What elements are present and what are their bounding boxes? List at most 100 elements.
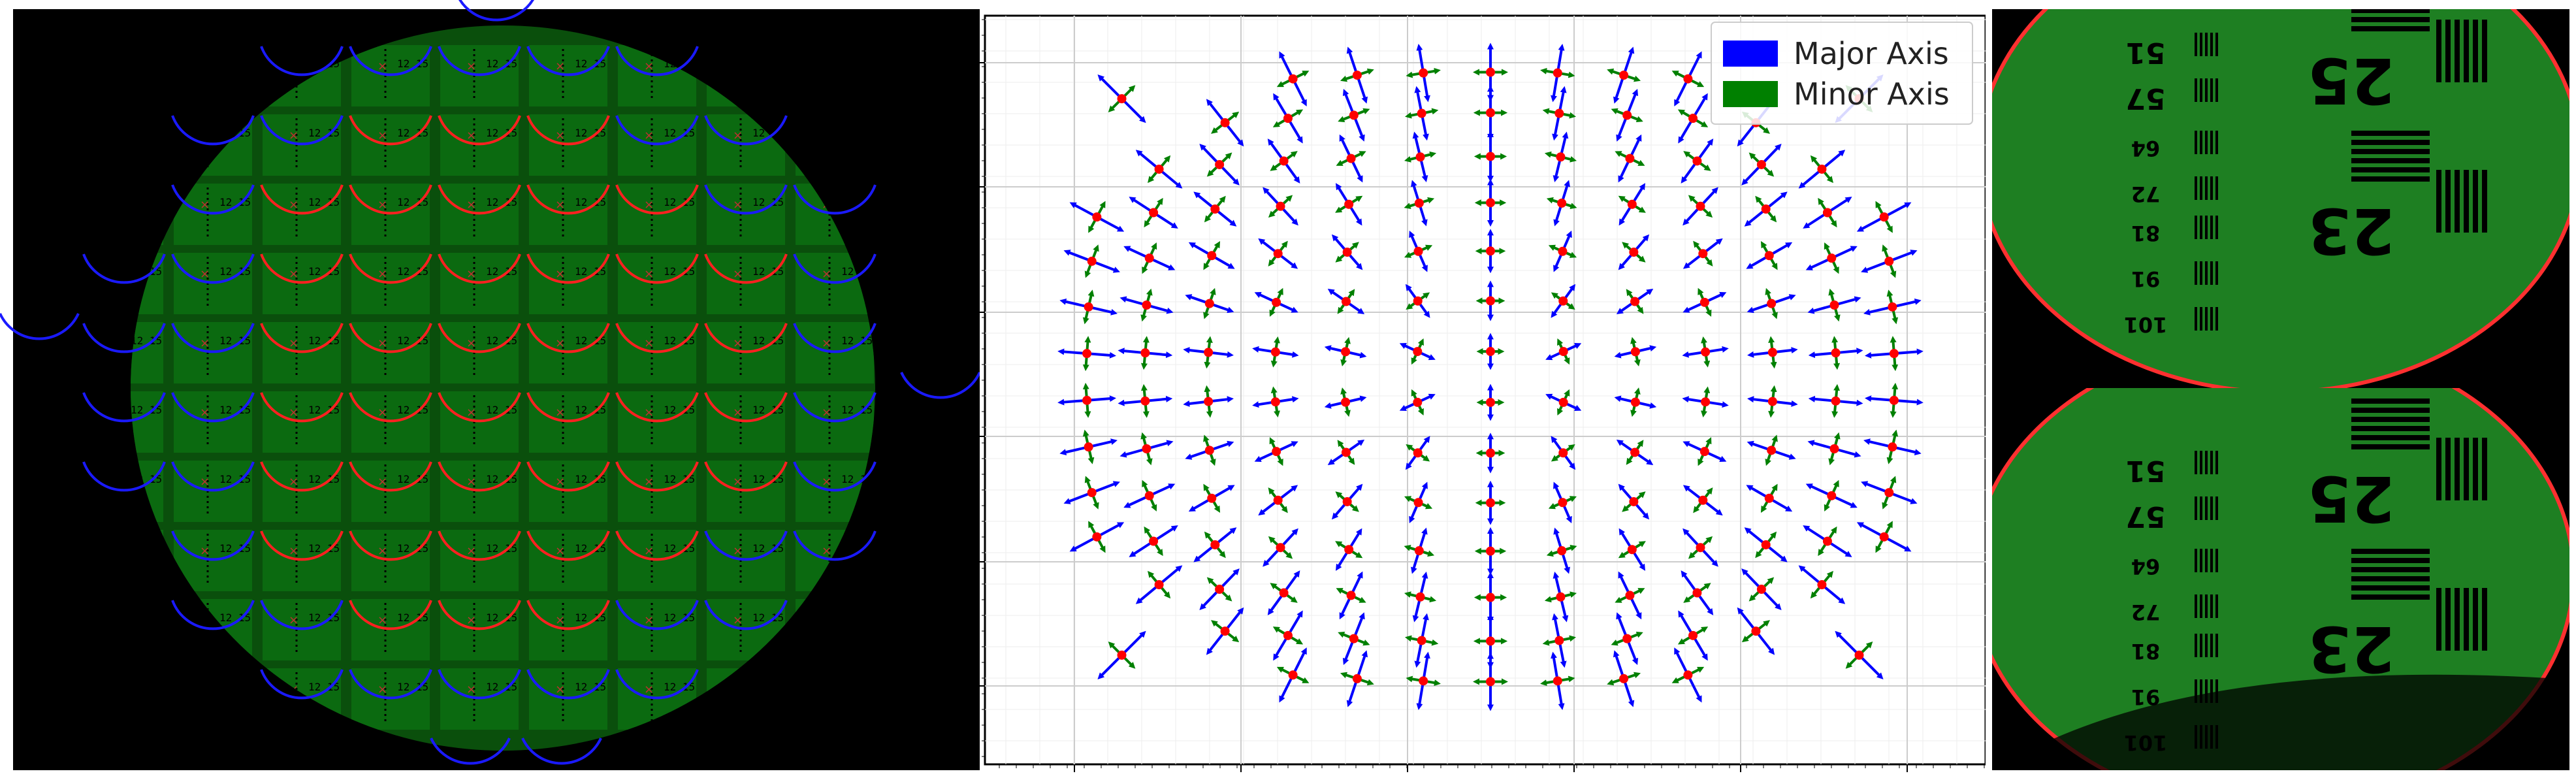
target-bars [2351,549,2430,554]
quiver-glyph [1193,191,1237,227]
cell-label: 12 15 [575,196,606,208]
center-point [1630,447,1640,457]
quiver-glyph [1807,432,1861,466]
target-bars [2445,20,2451,82]
outer-arc [793,530,877,561]
major-axis-arrow [1883,202,1912,218]
quiver-glyph [1399,389,1436,415]
inner-arc [260,392,344,423]
target-bars-small [2195,496,2197,520]
quiver-glyph [1258,485,1298,516]
center-point [1346,154,1356,163]
quiver-glyph [1747,336,1798,369]
center-point [1413,246,1423,256]
center-point [1688,630,1698,640]
quiver-glyph [1340,650,1374,707]
quiver-glyph [1677,610,1709,661]
center-point [1344,545,1354,555]
target-bars [2464,170,2469,233]
cell-fill [131,391,163,453]
target-bars-small [2210,78,2213,102]
outer-arc [349,669,432,700]
cell-center-mark: × [289,406,298,419]
target-bars-small [2195,451,2197,474]
center-point [1879,532,1889,542]
quiver-glyph [1803,525,1852,557]
cell-center-mark: × [200,198,210,212]
quiver-glyph [1861,476,1918,510]
center-point [1553,676,1562,686]
center-point [1486,67,1495,77]
center-point [1556,592,1566,602]
outer-arc [704,184,788,215]
target-closeup-panel: 25 23 51 57 64 72 81 91 101 25 23 51 57 64 72 81 91 101 [1986,0,2576,780]
center-point [1486,198,1495,208]
quiver-glyph [1546,180,1577,227]
cell-center-mark: × [200,267,210,281]
target-number-large: 25 [2308,462,2395,535]
quiver-glyph [1615,134,1645,183]
cell-center-mark: × [378,129,387,142]
cell-center-mark: × [289,613,298,627]
quiver-glyph [1744,191,1788,227]
target-bars [2351,26,2430,31]
center-point [1349,110,1359,120]
inner-arc [438,461,521,492]
target-bars-small [2215,131,2218,154]
cell-label: 12 15 [308,681,340,693]
cell-center-mark: × [644,129,654,142]
cell-label: 12 15 [308,473,340,485]
quiver-glyph [1611,89,1643,142]
center-point [1210,204,1220,214]
center-point [1117,650,1127,660]
cell-label: 12 15 [397,542,428,555]
center-point [1220,626,1230,636]
outer-arc [171,530,255,561]
center-point [1414,546,1424,556]
target-bars-small [2195,33,2197,56]
inner-arc [438,392,521,423]
center-point [1220,118,1230,127]
target-closeup-image: 25 23 51 57 64 72 81 91 101 25 23 51 57 64 72 81 91 101 [1992,9,2569,770]
cell-label: 12 15 [752,542,784,555]
center-point [1342,496,1352,506]
target-bars [2351,158,2430,163]
center-point [1557,546,1567,556]
center-point [1154,580,1164,590]
major-axis-arrow [1883,536,1912,552]
center-point [1276,543,1285,553]
center-point [1283,114,1293,123]
center-point [1346,591,1356,600]
quiver-glyph [1611,612,1643,665]
cell-center-mark: × [289,544,298,558]
center-point [1831,396,1841,406]
target-bars-small [2205,549,2208,572]
cell-center-mark: × [555,683,565,696]
center-point [1413,498,1423,508]
cell-center-mark: × [733,406,743,419]
center-point [1349,634,1359,643]
center-point [1630,397,1640,407]
center-point [1486,593,1495,602]
target-bars-small [2195,549,2197,572]
target-bars-small [2205,78,2208,102]
center-point [1142,300,1151,310]
center-point [1144,253,1154,263]
center-point [1279,156,1289,166]
quiver-glyph [1276,51,1310,106]
quiver-glyph [1616,439,1654,465]
cell-center-mark: × [378,59,387,73]
center-point [1486,397,1495,407]
quiver-glyph [1798,150,1846,189]
center-point [1210,540,1220,549]
target-bars [2351,408,2430,413]
lenslet-cell: 12 15 × [440,45,519,106]
quiver-glyph [1682,187,1718,226]
cell-label: 12 15 [575,611,606,624]
cell-label: 12 15 [219,611,251,624]
cell-center-mark: × [822,475,831,489]
center-point [1413,397,1423,407]
quiver-glyph [1746,483,1793,513]
target-bars-small [2195,78,2197,102]
quiver-glyph [1542,86,1577,141]
